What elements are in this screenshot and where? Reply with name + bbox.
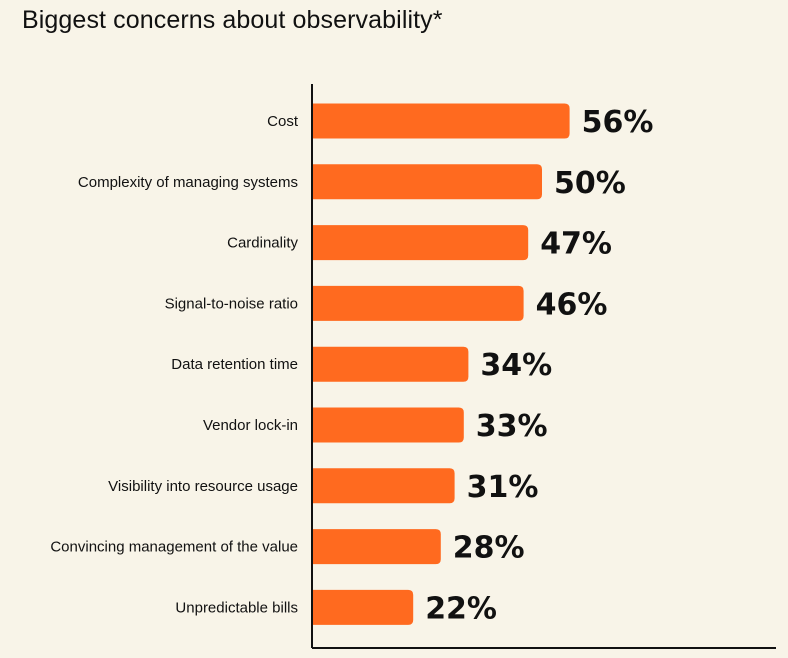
value-label: 34% (480, 348, 552, 383)
category-label: Visibility into resource usage (108, 478, 298, 495)
category-label: Convincing management of the value (50, 539, 298, 556)
bars-group (312, 103, 570, 625)
value-labels-group: 56% 50% 47% 46% 34% 33% 31% 28% 22% (425, 105, 653, 626)
category-label: Complexity of managing systems (78, 174, 298, 191)
bar (312, 346, 469, 382)
chart-title: Biggest concerns about observability* (22, 6, 443, 34)
value-label: 47% (540, 227, 612, 262)
bar (312, 164, 542, 200)
category-label: Vendor lock-in (203, 417, 298, 434)
category-label: Signal-to-noise ratio (165, 295, 298, 312)
category-label: Unpredictable bills (175, 599, 298, 616)
value-label: 28% (453, 531, 525, 566)
category-labels-group: Cost Complexity of managing systems Cardin… (50, 113, 298, 616)
category-label: Cost (267, 113, 299, 130)
value-label: 33% (476, 409, 548, 444)
bar (312, 103, 570, 139)
bar (312, 529, 441, 565)
value-label: 56% (582, 105, 654, 140)
category-label: Cardinality (227, 235, 298, 252)
value-label: 22% (425, 591, 497, 626)
bar (312, 468, 455, 504)
bar (312, 589, 414, 625)
bar (312, 407, 464, 443)
category-label: Data retention time (171, 356, 298, 373)
value-label: 46% (536, 287, 608, 322)
value-label: 31% (467, 470, 539, 505)
bar (312, 225, 529, 261)
bar (312, 285, 524, 321)
value-label: 50% (554, 166, 626, 201)
